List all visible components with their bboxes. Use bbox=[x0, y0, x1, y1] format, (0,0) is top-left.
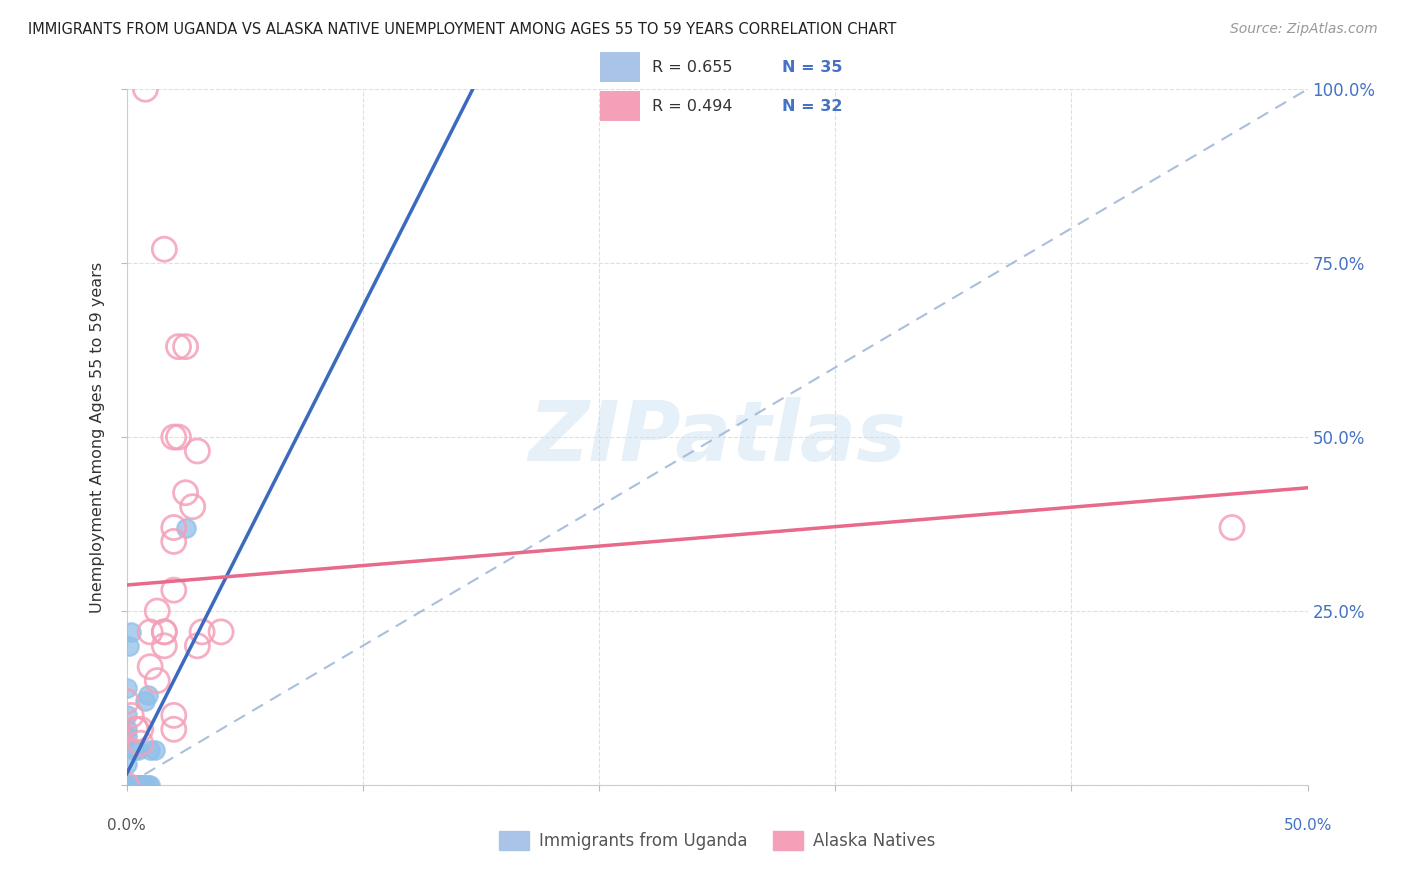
Point bbox=[115, 757, 138, 772]
Point bbox=[186, 444, 208, 458]
Point bbox=[167, 430, 190, 444]
Point bbox=[127, 778, 149, 792]
Point bbox=[115, 778, 138, 792]
Point bbox=[115, 729, 138, 743]
Text: ZIPatlas: ZIPatlas bbox=[529, 397, 905, 477]
Point bbox=[127, 743, 149, 757]
Point bbox=[136, 688, 159, 702]
Point bbox=[115, 778, 138, 792]
Point bbox=[129, 778, 152, 792]
Text: R = 0.655: R = 0.655 bbox=[652, 60, 733, 75]
Point bbox=[127, 778, 149, 792]
Point bbox=[125, 778, 148, 792]
Point bbox=[129, 778, 152, 792]
Point bbox=[132, 778, 155, 792]
Point bbox=[167, 340, 190, 354]
Text: 50.0%: 50.0% bbox=[1284, 818, 1331, 832]
Point bbox=[191, 624, 214, 639]
Point bbox=[174, 485, 197, 500]
Point bbox=[122, 778, 145, 792]
Point bbox=[139, 659, 162, 673]
Point bbox=[129, 778, 152, 792]
Point bbox=[181, 500, 204, 514]
Point bbox=[1220, 520, 1243, 534]
Point bbox=[115, 778, 138, 792]
Point bbox=[115, 708, 138, 723]
Point bbox=[134, 694, 156, 708]
Legend: Immigrants from Uganda, Alaska Natives: Immigrants from Uganda, Alaska Natives bbox=[492, 824, 942, 856]
Point bbox=[115, 778, 138, 792]
Point bbox=[146, 604, 169, 618]
Point bbox=[153, 624, 176, 639]
Point bbox=[153, 242, 176, 256]
Point bbox=[120, 778, 142, 792]
Text: N = 35: N = 35 bbox=[782, 60, 842, 75]
Point bbox=[125, 778, 148, 792]
Point bbox=[174, 520, 197, 534]
Point bbox=[209, 624, 232, 639]
Point bbox=[125, 723, 148, 737]
Point bbox=[125, 778, 148, 792]
Point bbox=[163, 708, 186, 723]
Point bbox=[122, 743, 145, 757]
Point bbox=[146, 673, 169, 688]
Point bbox=[120, 708, 142, 723]
Point bbox=[139, 778, 162, 792]
Point bbox=[120, 624, 142, 639]
Point bbox=[122, 778, 145, 792]
Point bbox=[163, 520, 186, 534]
Point bbox=[132, 778, 155, 792]
Text: R = 0.494: R = 0.494 bbox=[652, 98, 733, 113]
Point bbox=[174, 340, 197, 354]
Text: Source: ZipAtlas.com: Source: ZipAtlas.com bbox=[1230, 22, 1378, 37]
Point bbox=[163, 430, 186, 444]
Point bbox=[118, 639, 141, 653]
Text: 0.0%: 0.0% bbox=[107, 818, 146, 832]
Point bbox=[139, 624, 162, 639]
Point bbox=[143, 743, 166, 757]
Point bbox=[125, 723, 148, 737]
Point bbox=[139, 743, 162, 757]
Point bbox=[134, 82, 156, 96]
Text: IMMIGRANTS FROM UGANDA VS ALASKA NATIVE UNEMPLOYMENT AMONG AGES 55 TO 59 YEARS C: IMMIGRANTS FROM UGANDA VS ALASKA NATIVE … bbox=[28, 22, 897, 37]
Point bbox=[163, 534, 186, 549]
Point bbox=[163, 723, 186, 737]
Point bbox=[163, 583, 186, 598]
FancyBboxPatch shape bbox=[600, 53, 640, 82]
Point bbox=[186, 639, 208, 653]
Point bbox=[134, 778, 156, 792]
Point bbox=[129, 736, 152, 750]
Point bbox=[115, 694, 138, 708]
Text: N = 32: N = 32 bbox=[782, 98, 842, 113]
Point bbox=[115, 778, 138, 792]
Y-axis label: Unemployment Among Ages 55 to 59 years: Unemployment Among Ages 55 to 59 years bbox=[90, 261, 105, 613]
Point bbox=[129, 723, 152, 737]
Point bbox=[153, 624, 176, 639]
Point bbox=[115, 681, 138, 695]
Point bbox=[120, 778, 142, 792]
Point bbox=[115, 723, 138, 737]
Point bbox=[153, 639, 176, 653]
FancyBboxPatch shape bbox=[600, 91, 640, 120]
Point bbox=[136, 778, 159, 792]
